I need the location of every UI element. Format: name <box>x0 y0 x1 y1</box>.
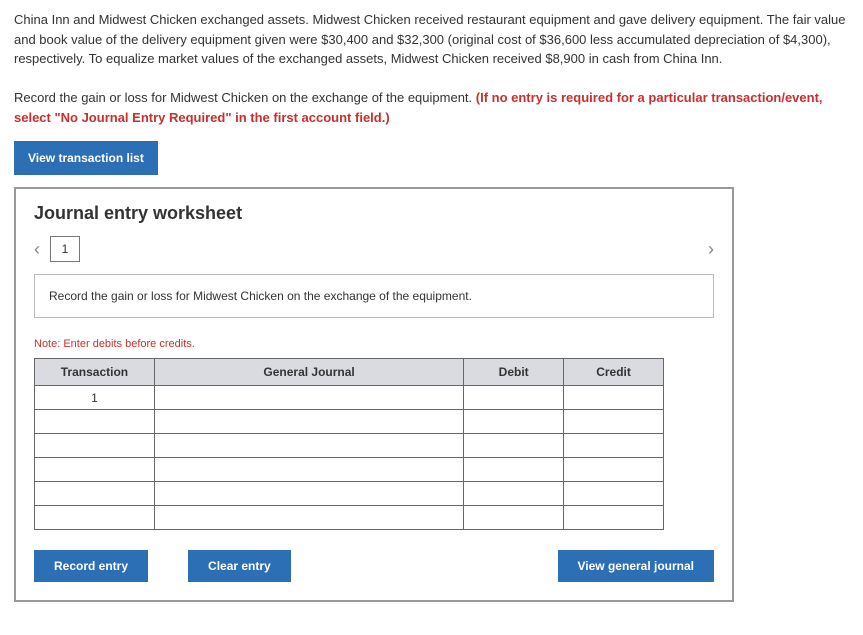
table-row <box>35 458 664 482</box>
journal-entry-worksheet: Journal entry worksheet ‹ 1 › Record the… <box>14 187 734 602</box>
chevron-left-icon[interactable]: ‹ <box>34 239 40 260</box>
table-row: 1 <box>35 386 664 410</box>
header-credit: Credit <box>564 359 664 386</box>
cell-credit-4[interactable] <box>564 458 664 482</box>
table-row <box>35 410 664 434</box>
header-transaction: Transaction <box>35 359 155 386</box>
cell-account-6[interactable] <box>154 506 463 530</box>
cell-debit-4[interactable] <box>464 458 564 482</box>
problem-paragraph-2-lead: Record the gain or loss for Midwest Chic… <box>14 90 476 105</box>
step-number-box[interactable]: 1 <box>50 236 80 262</box>
cell-debit-2[interactable] <box>464 410 564 434</box>
record-entry-button[interactable]: Record entry <box>34 550 148 582</box>
action-row: Record entry Clear entry View general jo… <box>34 550 714 582</box>
cell-transaction-6 <box>35 506 155 530</box>
cell-transaction-4 <box>35 458 155 482</box>
cell-credit-5[interactable] <box>564 482 664 506</box>
table-row <box>35 434 664 458</box>
view-general-journal-button[interactable]: View general journal <box>558 550 714 582</box>
clear-entry-button[interactable]: Clear entry <box>188 550 291 582</box>
note-text: Note: Enter debits before credits. <box>34 338 714 350</box>
cell-transaction-2 <box>35 410 155 434</box>
problem-paragraph-2: Record the gain or loss for Midwest Chic… <box>14 88 849 127</box>
cell-transaction-1: 1 <box>35 386 155 410</box>
problem-paragraph-1: China Inn and Midwest Chicken exchanged … <box>14 10 849 69</box>
cell-account-3[interactable] <box>154 434 463 458</box>
cell-transaction-3 <box>35 434 155 458</box>
header-debit: Debit <box>464 359 564 386</box>
header-general-journal: General Journal <box>154 359 463 386</box>
cell-credit-2[interactable] <box>564 410 664 434</box>
chevron-right-icon[interactable]: › <box>708 239 714 260</box>
journal-table: Transaction General Journal Debit Credit… <box>34 358 664 530</box>
cell-account-2[interactable] <box>154 410 463 434</box>
cell-account-4[interactable] <box>154 458 463 482</box>
table-row <box>35 482 664 506</box>
problem-statement: China Inn and Midwest Chicken exchanged … <box>14 10 849 127</box>
cell-debit-3[interactable] <box>464 434 564 458</box>
cell-credit-6[interactable] <box>564 506 664 530</box>
instruction-box: Record the gain or loss for Midwest Chic… <box>34 274 714 318</box>
cell-account-5[interactable] <box>154 482 463 506</box>
cell-debit-5[interactable] <box>464 482 564 506</box>
worksheet-nav: ‹ 1 › <box>34 236 714 262</box>
cell-account-1[interactable] <box>154 386 463 410</box>
cell-debit-1[interactable] <box>464 386 564 410</box>
table-row <box>35 506 664 530</box>
cell-debit-6[interactable] <box>464 506 564 530</box>
worksheet-title: Journal entry worksheet <box>34 203 714 224</box>
cell-transaction-5 <box>35 482 155 506</box>
cell-credit-1[interactable] <box>564 386 664 410</box>
view-transaction-list-button[interactable]: View transaction list <box>14 141 158 175</box>
cell-credit-3[interactable] <box>564 434 664 458</box>
